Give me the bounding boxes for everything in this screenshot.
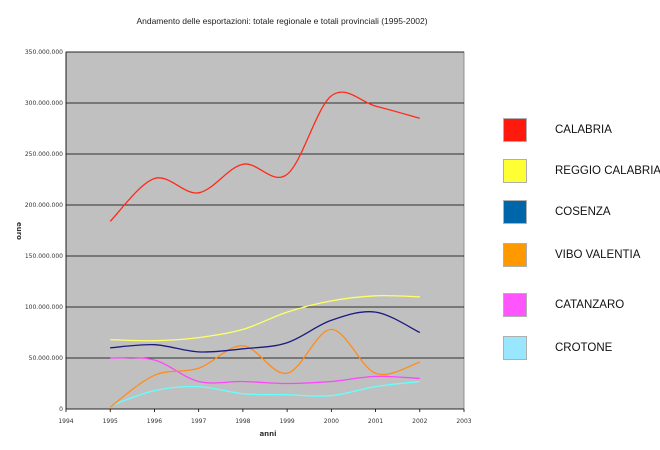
legend-item: VIBO VALENTIA <box>503 243 653 267</box>
x-tick-label: 1999 <box>279 418 294 425</box>
y-tick-label: 350.000.000 <box>25 49 63 56</box>
y-tick-label: 150.000.000 <box>25 253 63 260</box>
y-tick-label: 300.000.000 <box>25 100 63 107</box>
series-line-crotone <box>109 380 420 407</box>
legend-label: COSENZA <box>555 206 611 218</box>
legend-item: CATANZARO <box>503 293 653 317</box>
x-tick-label: 2000 <box>324 418 339 425</box>
series-line-cosenza <box>110 311 421 353</box>
x-tick-label: 2001 <box>368 418 383 425</box>
series-line-catanzaro <box>110 357 420 385</box>
axes <box>65 52 465 412</box>
legend-label: CALABRIA <box>555 124 612 136</box>
legend-label: CROTONE <box>555 342 613 354</box>
x-axis-label: anni <box>259 430 276 438</box>
gridlines <box>66 51 464 359</box>
x-tick-label: 1997 <box>191 418 206 425</box>
legend-label: CATANZARO <box>555 299 625 311</box>
legend-item: CALABRIA <box>503 118 653 142</box>
x-tick-label: 1994 <box>58 418 73 425</box>
legend-label: VIBO VALENTIA <box>555 249 641 261</box>
x-tick-label: 2003 <box>456 418 471 425</box>
legend-swatch <box>503 159 527 183</box>
x-tick-label: 1995 <box>103 418 118 425</box>
legend-item: COSENZA <box>503 200 653 224</box>
legend-item: CROTONE <box>503 336 653 360</box>
y-tick-label: 250.000.000 <box>25 151 63 158</box>
chart-title: Andamento delle esportazioni: totale reg… <box>136 16 427 26</box>
series-line-calabria <box>109 91 420 222</box>
legend-label: REGGIO CALABRIA <box>555 165 660 177</box>
x-tick-labels: 1994 1995 1996 1997 1998 1999 2000 2001 2002 2003 <box>58 418 471 425</box>
legend-swatch <box>503 243 527 267</box>
y-tick-label: 0 <box>59 406 63 413</box>
legend-item: REGGIO CALABRIA <box>503 159 660 183</box>
y-tick-label: 100.000.000 <box>25 304 63 311</box>
x-tick-label: 2002 <box>412 418 427 425</box>
plot-area <box>65 51 465 410</box>
series-line-vibo-valentia <box>109 328 420 408</box>
legend-swatch <box>503 293 527 317</box>
x-tick-label: 1996 <box>147 418 162 425</box>
series-layer <box>109 91 421 408</box>
y-tick-label: 50.000.000 <box>29 355 64 362</box>
legend-swatch <box>503 200 527 224</box>
y-axis-label: euro <box>15 222 23 240</box>
legend-swatch <box>503 118 527 142</box>
y-tick-labels: 0 50.000.000 100.000.000 150.000.000 200.000… <box>25 49 63 413</box>
y-tick-label: 200.000.000 <box>25 202 63 209</box>
legend-swatch <box>503 336 527 360</box>
x-tick-label: 1998 <box>235 418 250 425</box>
series-line-reggio-calabria <box>110 294 420 342</box>
